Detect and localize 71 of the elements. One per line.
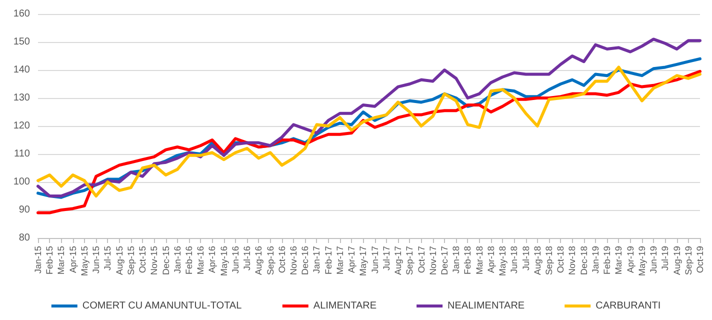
x-tick-label: Jun-15 — [91, 246, 102, 274]
x-tick-label: Aug-16 — [254, 246, 264, 276]
x-tick-label: Apr-19 — [625, 246, 636, 274]
y-tick-label: 80 — [18, 232, 30, 244]
x-tick-label: May-15 — [79, 246, 90, 276]
x-tick-label: Aug-15 — [114, 246, 124, 276]
x-tick-label: Dec-15 — [160, 246, 171, 276]
x-tick-label: Jun-19 — [648, 246, 659, 274]
x-tick-label: Jul-19 — [660, 246, 670, 271]
x-tick-label: Jan-15 — [33, 246, 43, 274]
x-tick-label: May-17 — [358, 246, 368, 276]
x-tick-label: Apr-16 — [207, 246, 218, 274]
x-tick-label: Jan-17 — [312, 246, 322, 274]
x-tick-label: Feb-15 — [44, 246, 55, 275]
x-tick-label: Jul-18 — [520, 246, 531, 271]
x-tick-label: Oct-15 — [138, 246, 148, 274]
x-tick-label: Sep-17 — [404, 246, 415, 276]
y-tick-label: 150 — [13, 36, 30, 48]
x-tick-label: Aug-17 — [393, 246, 404, 276]
x-tick-label: Apr-18 — [486, 246, 496, 274]
y-tick-label: 110 — [14, 148, 30, 160]
x-tick-label: Jun-17 — [370, 246, 380, 274]
x-tick-label: Feb-17 — [323, 246, 334, 275]
x-tick-label: Aug-18 — [532, 246, 542, 276]
x-tick-label: Oct-18 — [556, 246, 566, 274]
x-tick-label: Sep-19 — [683, 246, 694, 276]
x-tick-label: Nov-18 — [567, 246, 578, 276]
x-tick-label: Jul-15 — [102, 246, 113, 271]
x-tick-label: Mar-17 — [334, 246, 345, 275]
legend-label: CARBURANTI — [596, 300, 661, 312]
x-tick-label: Sep-15 — [126, 246, 136, 276]
x-tick-label: Oct-17 — [416, 246, 426, 274]
x-tick-label: Jan-16 — [172, 246, 182, 274]
x-tick-label: Dec-17 — [439, 246, 450, 276]
x-tick-label: Sep-18 — [544, 246, 554, 276]
x-tick-label: May-18 — [498, 246, 508, 276]
x-tick-label: Mar-16 — [196, 246, 206, 275]
x-tick-label: Apr-17 — [346, 246, 357, 274]
y-tick-label: 120 — [13, 120, 30, 132]
legend-label: COMERT CU AMANUNTUL-TOTAL — [82, 300, 242, 312]
x-tick-label: Aug-19 — [672, 246, 682, 276]
y-tick-label: 90 — [18, 204, 30, 216]
x-tick-label: Jan-18 — [451, 246, 462, 274]
y-tick-label: 100 — [13, 176, 30, 188]
x-tick-label: Jan-19 — [590, 246, 600, 274]
x-tick-label: Jun-16 — [230, 246, 240, 274]
y-tick-label: 160 — [13, 8, 30, 20]
x-tick-label: Nov-17 — [428, 246, 438, 276]
x-tick-label: Feb-18 — [462, 246, 473, 275]
x-tick-label: Dec-18 — [578, 246, 589, 276]
x-tick-label: Dec-16 — [300, 246, 310, 276]
x-tick-label: Jul-17 — [381, 246, 392, 271]
y-tick-label: 140 — [13, 64, 30, 76]
x-tick-label: Feb-16 — [184, 246, 194, 275]
x-tick-label: Mar-15 — [56, 246, 66, 275]
x-tick-label: Sep-16 — [265, 246, 276, 276]
x-tick-label: Mar-19 — [614, 246, 624, 275]
x-tick-label: Feb-19 — [602, 246, 612, 275]
x-tick-label: Jun-18 — [509, 246, 520, 274]
x-tick-label: Apr-15 — [68, 246, 78, 274]
x-tick-label: Oct-16 — [276, 246, 287, 274]
x-tick-label: Mar-18 — [474, 246, 484, 275]
x-tick-label: Jul-16 — [242, 246, 252, 271]
x-tick-label: May-19 — [636, 246, 647, 276]
legend-label: ALIMENTARE — [313, 300, 377, 312]
y-tick-label: 130 — [13, 92, 30, 104]
x-tick-label: Nov-16 — [288, 246, 299, 276]
legend-label: NEALIMENTARE — [448, 300, 525, 312]
x-tick-label: Oct-19 — [695, 246, 705, 274]
x-tick-label: May-16 — [218, 246, 229, 276]
x-tick-label: Nov-15 — [149, 246, 160, 276]
